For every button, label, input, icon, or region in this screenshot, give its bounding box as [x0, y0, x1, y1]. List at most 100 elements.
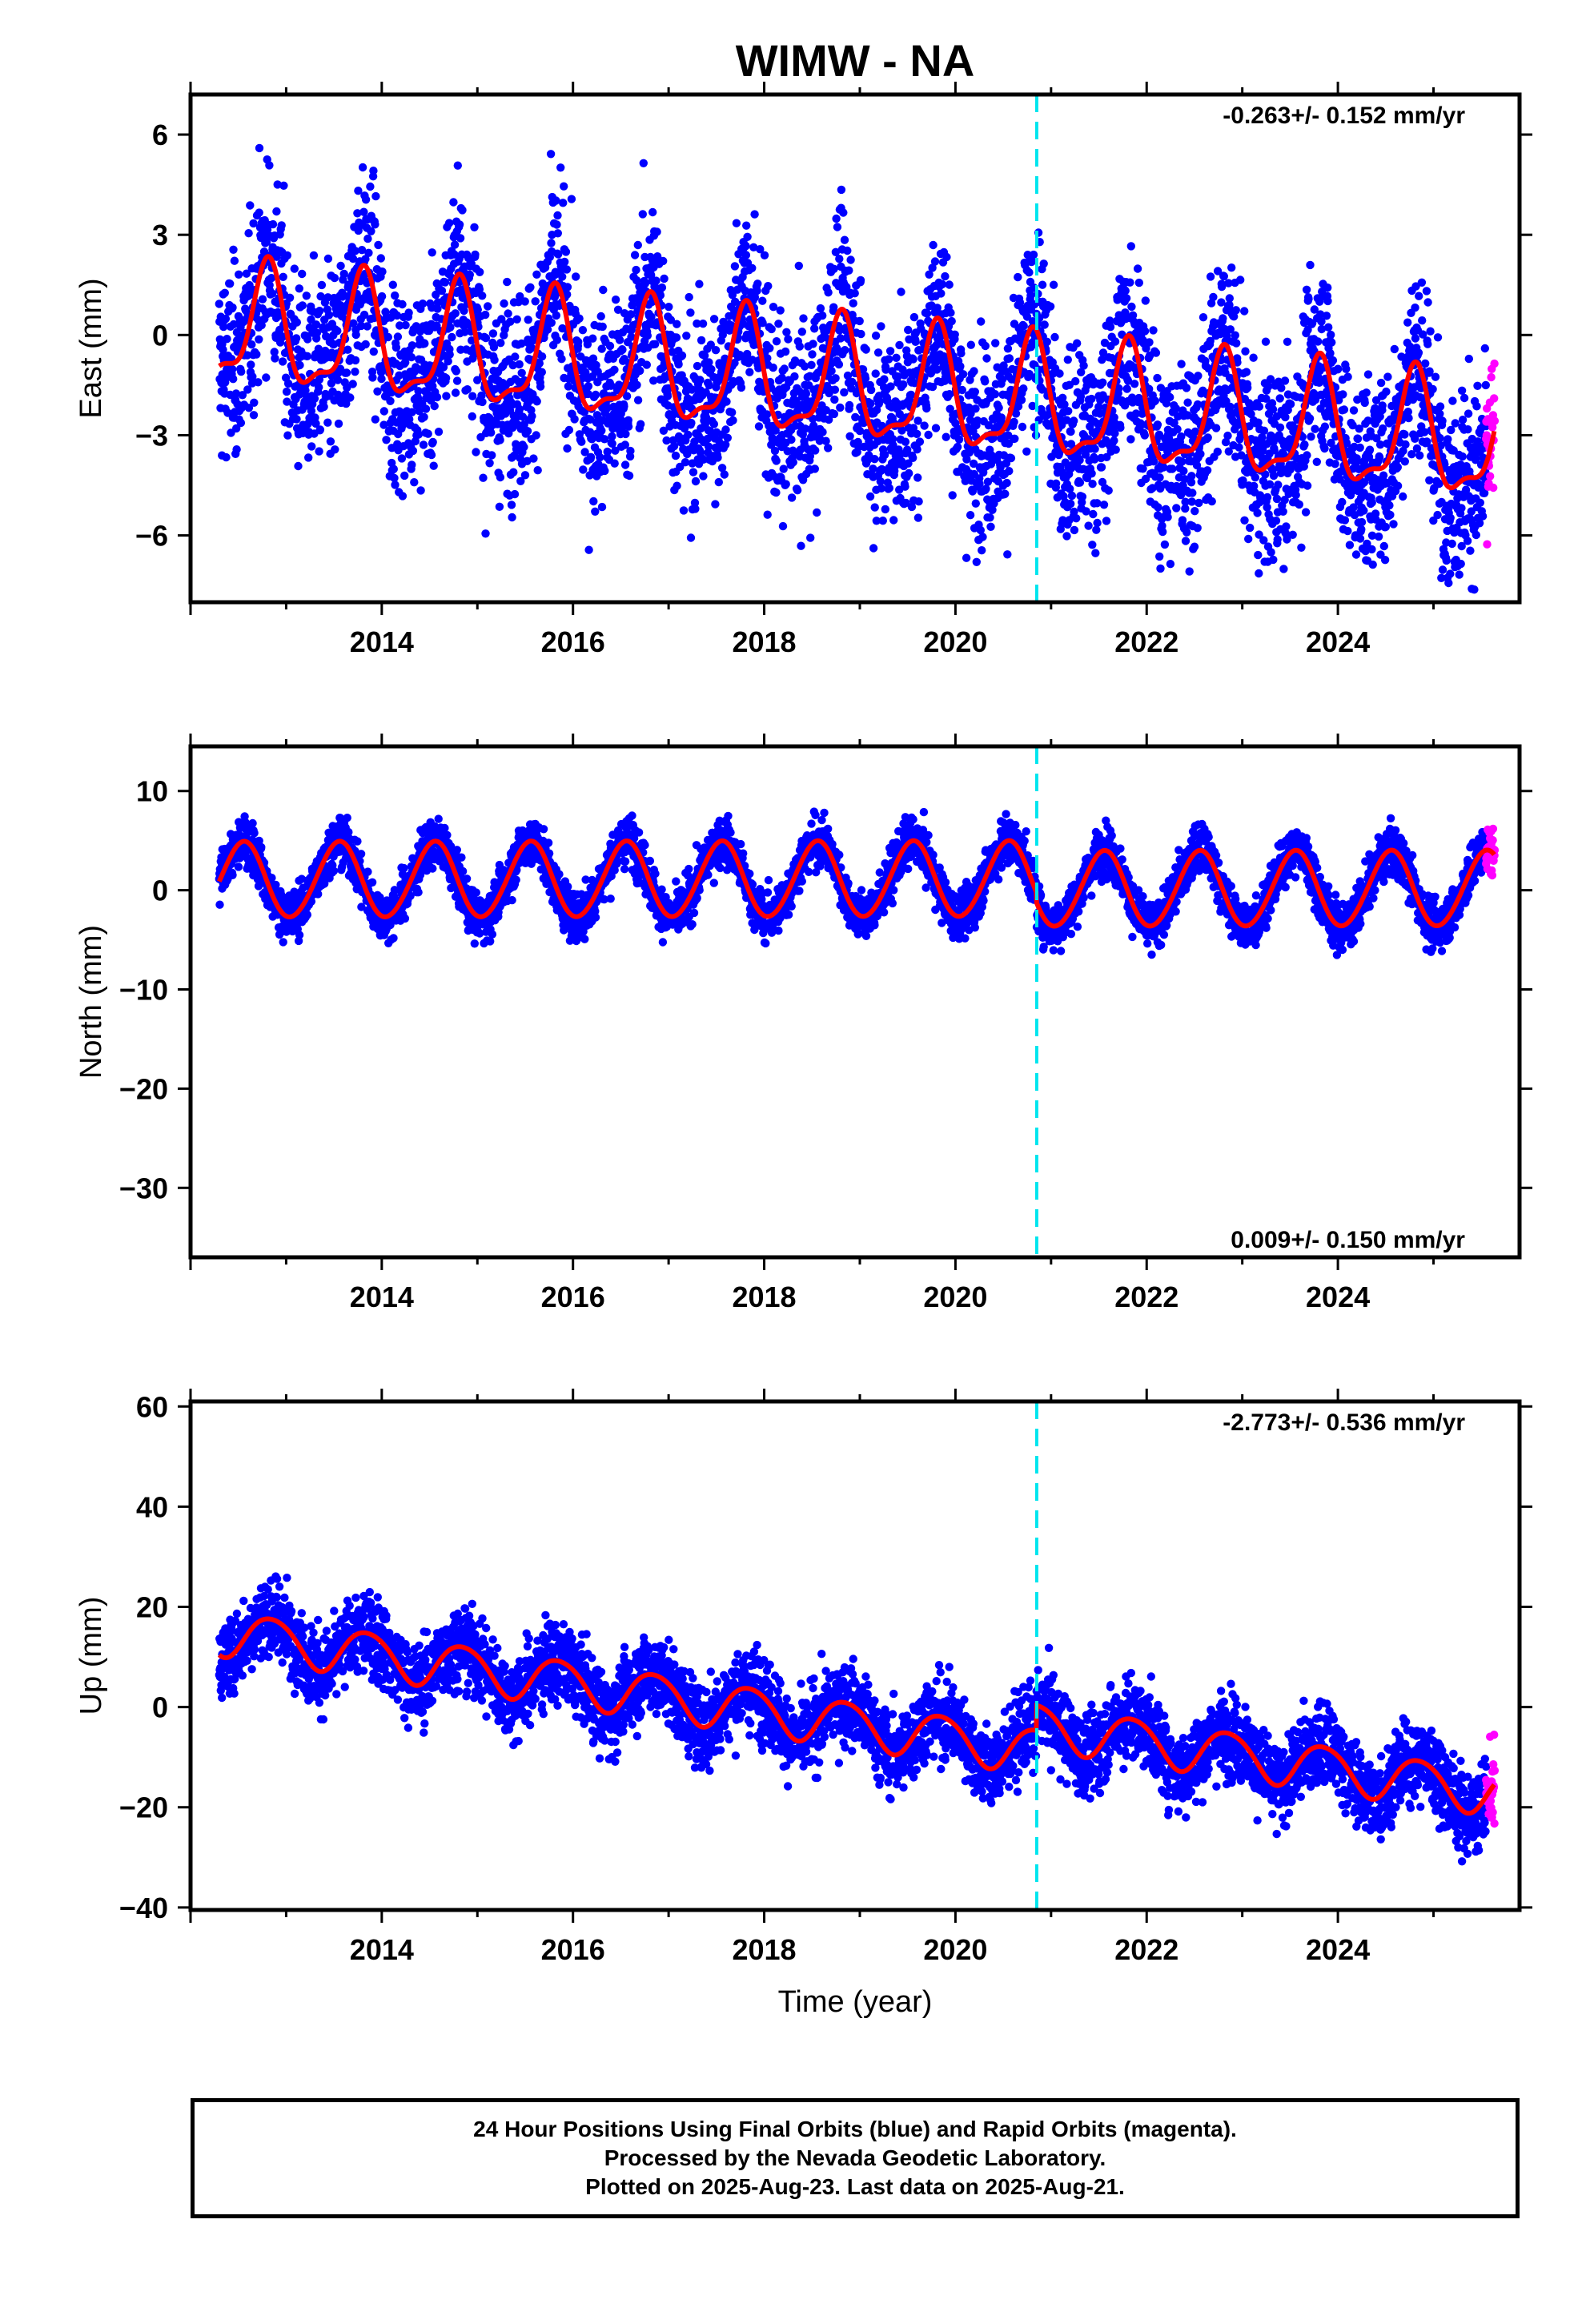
data-point: [597, 344, 606, 353]
data-point: [578, 326, 588, 335]
data-point: [1279, 507, 1287, 516]
data-point: [364, 248, 373, 257]
data-point: [1246, 523, 1255, 533]
data-point: [473, 376, 482, 384]
data-point: [824, 444, 833, 452]
data-point: [881, 365, 890, 374]
data-point: [1254, 550, 1263, 560]
data-point: [794, 261, 803, 271]
data-point: [1040, 320, 1049, 329]
data-point: [1099, 501, 1109, 509]
data-point: [997, 413, 1006, 422]
data-point: [948, 491, 957, 500]
data-point: [767, 324, 776, 334]
data-point: [772, 488, 781, 497]
data-point: [809, 421, 818, 430]
data-point: [640, 279, 649, 288]
data-point: [311, 320, 321, 329]
data-point: [1092, 525, 1101, 534]
data-point: [307, 406, 316, 416]
x-tick-label: 2024: [1306, 625, 1370, 658]
data-point: [1155, 473, 1164, 482]
data-point: [470, 223, 479, 231]
data-point: [414, 430, 424, 439]
data-point: [1209, 292, 1218, 302]
data-point: [1470, 585, 1479, 594]
data-point: [220, 288, 229, 297]
data-point: [267, 289, 277, 298]
data-point: [990, 390, 1000, 399]
data-point: [636, 420, 645, 428]
data-point: [1243, 384, 1252, 392]
data-point: [452, 376, 462, 385]
data-point: [333, 327, 342, 336]
data-point: [1343, 526, 1352, 536]
data-point: [829, 264, 838, 273]
data-point: [1123, 376, 1133, 385]
data-point: [684, 430, 693, 440]
data-point: [870, 455, 879, 464]
data-point: [353, 209, 362, 218]
data-point: [1018, 422, 1027, 432]
data-point: [1399, 492, 1407, 501]
data-point: [1160, 540, 1170, 549]
data-point: [460, 328, 469, 336]
data-point: [546, 150, 556, 159]
data-point: [1049, 280, 1058, 289]
data-point: [621, 429, 630, 439]
data-point: [1400, 430, 1409, 439]
data-point: [244, 229, 253, 238]
data-point: [1433, 333, 1443, 342]
rapid-point: [1490, 359, 1499, 368]
data-point: [386, 396, 395, 405]
data-point: [994, 404, 1003, 412]
data-point: [639, 159, 648, 167]
data-point: [1443, 435, 1452, 444]
data-point: [1026, 291, 1035, 300]
data-point: [354, 187, 363, 195]
data-point: [283, 379, 293, 388]
data-point: [1051, 479, 1061, 488]
data-point: [572, 272, 580, 281]
data-point: [1282, 522, 1291, 531]
data-point: [484, 302, 492, 311]
data-point: [633, 240, 642, 250]
data-point: [515, 404, 524, 414]
data-point: [327, 379, 336, 388]
data-point: [236, 418, 246, 428]
data-point: [479, 473, 488, 482]
data-point: [1151, 348, 1161, 357]
data-point: [1114, 384, 1123, 393]
data-point: [1187, 472, 1196, 480]
data-point: [1005, 354, 1014, 363]
data-point: [693, 361, 702, 371]
data-point: [1028, 401, 1037, 411]
data-point: [1401, 440, 1410, 449]
data-point: [1014, 402, 1023, 411]
data-point: [1017, 396, 1026, 404]
data-point: [825, 415, 833, 424]
data-point: [1322, 312, 1331, 320]
data-point: [821, 406, 831, 415]
data-point: [690, 498, 700, 508]
figure-title: WIMW - NA: [736, 35, 975, 86]
data-point: [905, 468, 913, 478]
data-point: [925, 270, 934, 279]
data-point: [699, 455, 708, 464]
data-point: [895, 340, 904, 350]
data-point: [991, 339, 1000, 348]
data-point: [781, 347, 790, 356]
data-point: [434, 428, 444, 436]
data-point: [698, 320, 708, 328]
data-point: [553, 211, 562, 220]
data-point: [316, 292, 325, 301]
data-point: [247, 340, 256, 349]
data-point: [693, 319, 701, 328]
data-point: [1302, 285, 1311, 294]
x-tick-label: 2018: [732, 625, 796, 658]
data-point: [535, 359, 544, 368]
data-point: [843, 246, 852, 255]
data-point: [929, 240, 938, 250]
data-point: [1422, 287, 1431, 296]
data-point: [1188, 489, 1197, 497]
